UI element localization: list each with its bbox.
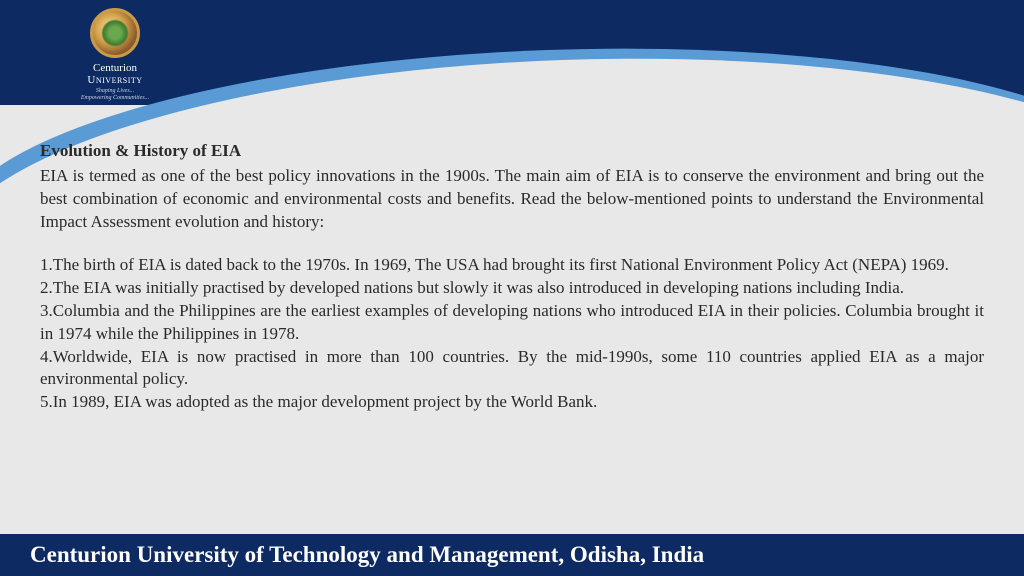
point-4: 4.Worldwide, EIA is now practised in mor… [40,346,984,392]
point-3: 3.Columbia and the Philippines are the e… [40,300,984,346]
logo-name: Centurion University [70,62,160,86]
footer-text: Centurion University of Technology and M… [30,542,704,568]
logo-block: Centurion University Shaping Lives... Em… [70,8,160,101]
logo-line1: Centurion [93,62,137,74]
point-1: 1.The birth of EIA is dated back to the … [40,254,984,277]
slide-content: Evolution & History of EIA EIA is termed… [40,140,984,414]
logo-line2: University [87,74,142,86]
slide-intro: EIA is termed as one of the best policy … [40,165,984,234]
slide-title: Evolution & History of EIA [40,140,984,163]
point-5: 5.In 1989, EIA was adopted as the major … [40,391,984,414]
point-2: 2.The EIA was initially practised by dev… [40,277,984,300]
logo-tagline: Shaping Lives... Empowering Communities.… [70,88,160,101]
university-seal-icon [90,8,140,58]
footer-bar: Centurion University of Technology and M… [0,534,1024,576]
